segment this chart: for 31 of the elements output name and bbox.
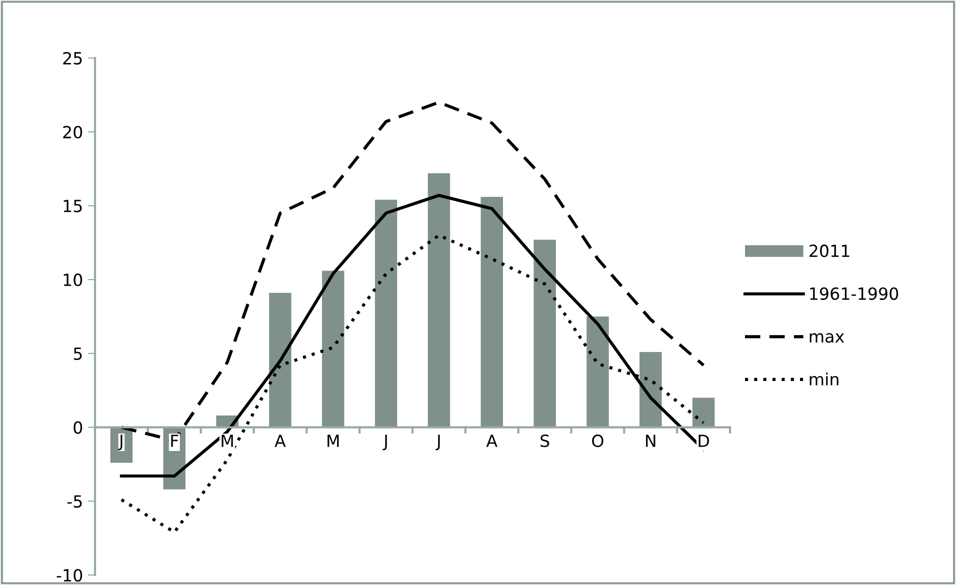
y-tick-label: 25 (63, 52, 82, 65)
y-tick-label: 5 (74, 348, 82, 360)
y-tick-label: -5 (67, 495, 82, 508)
x-tick-label: A (274, 434, 286, 447)
bar (374, 200, 398, 428)
bar (269, 292, 292, 428)
bar (428, 173, 450, 428)
bar (534, 240, 556, 428)
y-tick-label: 10 (64, 274, 82, 286)
legend-label: 2011 (810, 244, 850, 258)
legend-label: 1961-1990 (810, 287, 898, 300)
bar (322, 270, 344, 428)
legend-label: min (810, 372, 838, 386)
x-tick-label: J (436, 434, 440, 450)
bar (480, 196, 503, 428)
x-tick-label: J (118, 434, 122, 450)
bar (586, 316, 609, 428)
bar (692, 398, 715, 428)
legend-label: max (810, 333, 844, 343)
x-tick-label: S (540, 434, 550, 448)
x-tick-label: N (646, 434, 656, 447)
x-tick-label: A (486, 434, 498, 447)
y-tick-label: 0 (74, 421, 82, 434)
y-tick-label: 20 (63, 126, 82, 138)
x-tick-label: J (382, 434, 387, 450)
x-tick-label: D (698, 434, 709, 447)
x-tick-label: M (328, 434, 339, 447)
x-tick-label: M (222, 434, 233, 447)
y-tick-label: -10 (56, 568, 82, 582)
x-tick-label: O (592, 434, 604, 448)
y-tick-label: 15 (64, 200, 82, 212)
